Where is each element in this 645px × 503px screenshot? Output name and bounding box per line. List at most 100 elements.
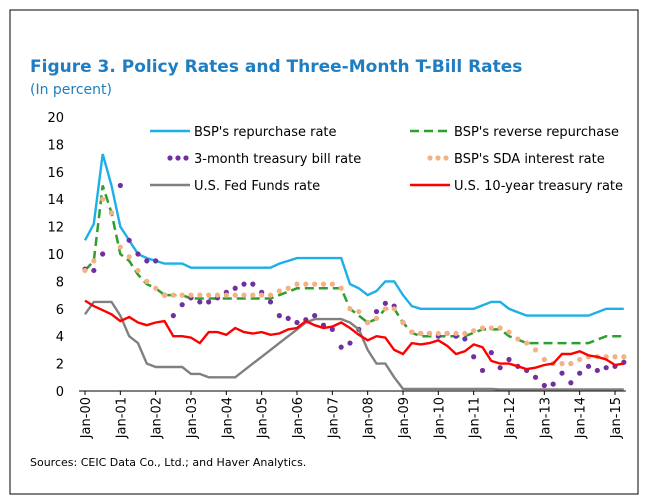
data-point <box>577 356 583 363</box>
data-point <box>347 306 353 312</box>
legend-swatch <box>435 155 441 161</box>
data-point <box>373 315 380 321</box>
data-point <box>214 292 221 298</box>
x-tick-label: Jan-02 <box>150 397 165 439</box>
data-point <box>338 344 344 350</box>
y-tick-label: 18 <box>47 138 64 153</box>
plot-area: 0 2 4 6 8 10 12 14 16 18 20 Jan-00 Jan-01 Jan-02 Jan-0… <box>47 111 627 439</box>
data-point <box>126 254 132 260</box>
data-point <box>285 315 291 321</box>
data-point <box>479 367 486 374</box>
data-point <box>153 258 159 264</box>
frame <box>9 9 639 495</box>
y-tick-label: 16 <box>47 166 64 181</box>
x-tick-label: Jan-06 <box>291 397 306 439</box>
data-point <box>453 330 459 337</box>
data-point <box>232 285 238 291</box>
data-point <box>206 299 212 305</box>
data-point <box>541 382 547 389</box>
y-tick-label: 12 <box>47 221 64 236</box>
x-tick-label: Jan-07 <box>326 397 341 439</box>
data-point <box>294 281 300 287</box>
data-point <box>356 308 362 315</box>
data-point <box>488 325 494 331</box>
y-tick-label: 8 <box>56 275 64 290</box>
data-point <box>241 292 247 298</box>
series-line <box>84 299 624 371</box>
x-tick-label: Jan-01 <box>114 397 129 439</box>
data-point <box>161 292 168 298</box>
data-point <box>497 365 503 371</box>
data-point <box>329 326 335 332</box>
legend-item: U.S. Fed Funds rate <box>150 179 320 194</box>
data-point <box>532 374 539 380</box>
x-tick-label: Jan-14 <box>574 397 589 439</box>
data-point <box>373 308 380 315</box>
data-point <box>197 299 203 305</box>
data-point <box>267 292 274 298</box>
legend-item: BSP's repurchase rate <box>150 125 337 140</box>
legend-swatch <box>427 155 433 161</box>
data-point <box>250 281 256 287</box>
data-point <box>117 244 123 250</box>
legend-item: BSP's reverse repurchase <box>410 125 619 140</box>
data-point <box>347 340 353 346</box>
data-point <box>100 251 106 257</box>
legend-label: BSP's SDA interest rate <box>454 152 605 167</box>
data-point <box>108 210 115 216</box>
data-point <box>479 325 486 331</box>
data-point <box>621 354 627 360</box>
source-note: Sources: CEIC Data Co., Ltd.; and Haver … <box>30 456 306 469</box>
data-point <box>365 319 371 326</box>
series-line <box>83 153 624 317</box>
data-point <box>400 319 406 326</box>
data-point <box>471 354 477 360</box>
data-point <box>488 350 494 356</box>
legend-swatch <box>443 155 449 161</box>
legend-swatch <box>183 155 189 161</box>
x-tick-label: Jan-00 <box>79 397 94 439</box>
data-point <box>603 365 609 371</box>
legend-swatch <box>167 155 173 161</box>
data-point <box>585 363 592 369</box>
data-point <box>232 292 238 298</box>
data-point <box>135 267 141 274</box>
data-point <box>462 336 468 342</box>
data-point <box>179 302 185 308</box>
data-point <box>91 267 97 274</box>
x-tick-label: Jan-08 <box>362 397 377 439</box>
data-point <box>435 330 441 337</box>
data-point <box>135 251 141 257</box>
data-point <box>594 367 600 374</box>
legend-item: U.S. 10-year treasury rate <box>410 179 623 194</box>
x-tick-label: Jan-03 <box>185 397 200 439</box>
data-point <box>497 325 503 331</box>
x-tick-label: Jan-12 <box>503 397 518 439</box>
legend-label: BSP's repurchase rate <box>194 125 337 140</box>
data-point <box>250 292 256 298</box>
x-tick-label: Jan-11 <box>468 397 483 439</box>
data-point <box>267 299 274 305</box>
y-tick-label: 14 <box>47 193 64 208</box>
data-point <box>153 285 159 291</box>
data-point <box>197 292 203 298</box>
x-tick-label: Jan-15 <box>609 397 624 439</box>
data-point <box>117 182 123 189</box>
legend-item: BSP's SDA interest rate <box>427 152 605 167</box>
legend-label: BSP's reverse repurchase <box>454 125 619 140</box>
y-tick-label: 10 <box>47 248 64 263</box>
data-point <box>506 356 512 363</box>
y-tick-label: 2 <box>56 358 64 373</box>
data-point <box>259 292 265 298</box>
data-point <box>338 285 344 291</box>
data-point <box>91 258 97 264</box>
legend-label: U.S. 10-year treasury rate <box>454 179 623 194</box>
data-point <box>329 281 335 287</box>
x-tick-label: Jan-04 <box>220 397 235 439</box>
data-point <box>541 356 547 363</box>
x-tick-label: Jan-05 <box>256 397 271 439</box>
data-point <box>409 329 415 335</box>
data-point <box>241 281 247 287</box>
data-point <box>312 281 318 287</box>
